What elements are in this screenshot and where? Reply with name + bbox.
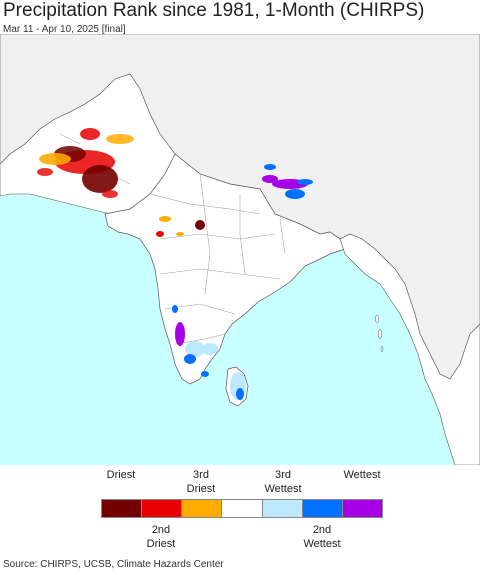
wet-anomaly-east <box>262 164 313 199</box>
legend-swatch-normal <box>222 500 263 517</box>
legend-swatch-2nd-wettest <box>302 500 343 517</box>
land-west <box>0 73 176 215</box>
legend-label-wettest: Wettest <box>343 469 381 481</box>
legend-swatch-2nd-driest <box>142 500 183 517</box>
legend-swatch-3rd-wettest <box>262 500 303 517</box>
source-credit: Source: CHIRPS, UCSB, Climate Hazards Ce… <box>3 559 224 570</box>
legend-label-2nd-driest: 2nd Driest <box>146 524 176 550</box>
dry-anomaly-central-india <box>156 216 205 237</box>
andaman-islands <box>375 314 384 353</box>
legend-label-3rd-wettest: 3rd Wettest <box>264 469 302 495</box>
map-title: Precipitation Rank since 1981, 1-Month (… <box>3 0 425 21</box>
legend-label-driest: Driest <box>106 469 136 481</box>
land-east <box>339 233 480 465</box>
wet-anomaly-south <box>172 305 246 400</box>
legend-swatch-driest <box>102 500 143 517</box>
precipitation-rank-map <box>0 34 480 465</box>
state-borders <box>59 133 286 345</box>
legend-swatch-wettest <box>342 500 382 517</box>
legend-label-3rd-driest: 3rd Driest <box>186 469 216 495</box>
dry-anomaly-pakistan <box>37 128 134 198</box>
land-india <box>104 153 346 385</box>
legend-color-scale <box>101 499 383 518</box>
map-subtitle: Mar 11 - Apr 10, 2025 [final] <box>3 24 126 35</box>
legend-swatch-3rd-driest <box>182 500 223 517</box>
legend-label-2nd-wettest: 2nd Wettest <box>303 524 341 550</box>
